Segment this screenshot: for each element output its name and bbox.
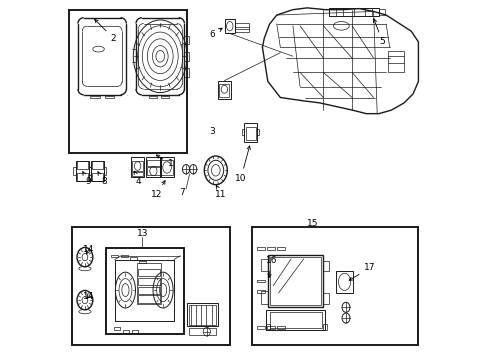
Bar (161, 160, 173, 175)
Bar (266, 247, 274, 250)
Text: 13: 13 (136, 229, 148, 238)
Bar (77, 161, 87, 169)
Bar (261, 259, 267, 271)
Bar (265, 310, 325, 329)
Bar (132, 161, 143, 171)
Bar (188, 328, 215, 335)
Bar (90, 161, 104, 181)
Bar (113, 327, 120, 330)
Bar (217, 81, 231, 99)
Bar (69, 10, 187, 153)
Bar (184, 68, 188, 77)
Bar (323, 293, 328, 304)
Text: 8: 8 (98, 172, 106, 186)
Bar (138, 287, 159, 294)
Text: 2: 2 (95, 19, 116, 43)
Text: 12: 12 (151, 181, 165, 199)
Bar (244, 123, 256, 142)
Bar (76, 161, 89, 181)
Text: 17: 17 (348, 264, 375, 280)
Bar (138, 278, 159, 285)
Bar (256, 129, 258, 135)
Bar (121, 255, 128, 257)
Text: 1: 1 (156, 155, 174, 168)
Bar (234, 23, 249, 32)
Bar (269, 312, 321, 328)
Bar (257, 247, 264, 250)
Text: 16: 16 (265, 256, 277, 278)
Bar (257, 326, 264, 329)
Bar (111, 255, 118, 257)
Bar (72, 226, 230, 345)
Bar (188, 305, 215, 324)
Bar (257, 280, 264, 282)
Bar (131, 330, 138, 333)
Bar (184, 36, 188, 44)
Bar (92, 161, 102, 169)
Bar (129, 257, 137, 260)
Bar (224, 19, 234, 33)
Text: 10: 10 (235, 146, 250, 183)
Bar (145, 157, 161, 177)
Bar (90, 96, 100, 98)
Text: 15: 15 (306, 219, 318, 228)
Bar (269, 257, 321, 305)
Text: 3: 3 (209, 127, 215, 136)
Bar (106, 248, 183, 334)
Bar (77, 173, 87, 181)
Bar (147, 167, 159, 175)
Text: 4: 4 (134, 171, 141, 186)
Bar (242, 129, 244, 135)
Bar (267, 255, 323, 307)
Text: 11: 11 (215, 185, 226, 199)
Bar (328, 8, 378, 16)
Bar (323, 324, 326, 329)
Bar (131, 157, 144, 177)
Bar (73, 167, 76, 175)
Bar (147, 160, 159, 166)
Text: 7: 7 (179, 188, 184, 197)
Bar (266, 326, 274, 329)
Bar (132, 172, 143, 176)
Bar (138, 269, 159, 276)
Bar (277, 247, 285, 250)
Bar (187, 303, 217, 326)
Bar (251, 226, 418, 345)
Bar (89, 167, 91, 175)
Bar (261, 291, 267, 304)
Text: 14: 14 (82, 246, 94, 255)
Text: 14: 14 (82, 292, 94, 301)
Bar (245, 127, 255, 140)
Bar (335, 271, 352, 293)
Text: 5: 5 (373, 19, 385, 46)
Bar (139, 261, 145, 263)
Bar (138, 296, 159, 303)
Bar (277, 326, 285, 329)
Bar (257, 291, 264, 293)
Bar (92, 173, 102, 181)
Text: 9: 9 (82, 172, 91, 186)
Bar (104, 96, 114, 98)
Bar (184, 52, 188, 60)
Text: 6: 6 (209, 28, 222, 39)
Bar (149, 96, 157, 98)
Bar (378, 9, 385, 15)
Bar (137, 263, 160, 305)
Bar (160, 157, 174, 177)
Bar (219, 84, 229, 97)
Bar (104, 167, 106, 175)
Bar (161, 96, 169, 98)
Bar (265, 324, 269, 329)
Bar (122, 330, 129, 333)
Bar (323, 261, 328, 271)
Bar (88, 167, 90, 175)
Bar (387, 51, 403, 72)
